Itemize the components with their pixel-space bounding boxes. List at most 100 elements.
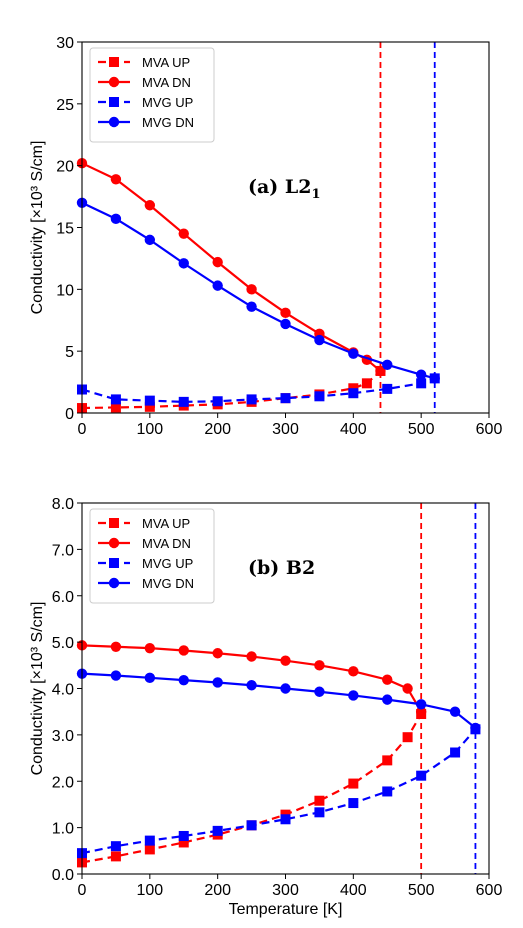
- chart-panel-b: 0 100 200 300 400 500 600 0.0 1.0 2.0 3.0 4.0 5.0 6.0…: [29, 496, 502, 918]
- legend-label: MVA UP: [142, 516, 190, 531]
- x-tick-label: 400: [340, 882, 367, 899]
- data-point: [212, 256, 223, 268]
- data-point: [110, 213, 122, 225]
- data-point: [416, 378, 427, 389]
- data-point: [212, 825, 223, 836]
- data-point: [110, 174, 122, 185]
- legend-marker: [109, 558, 119, 568]
- legend-label: MVG UP: [142, 95, 193, 110]
- data-point: [178, 396, 189, 407]
- data-point: [382, 786, 393, 797]
- legend-marker: [108, 116, 120, 128]
- data-point: [382, 755, 393, 766]
- y-tick-label: 8.0: [52, 496, 74, 513]
- data-point: [314, 334, 325, 346]
- x-tick-label: 600: [476, 882, 503, 899]
- legend-marker: [108, 537, 120, 549]
- data-point: [449, 706, 461, 717]
- x-tick-label: 200: [204, 421, 231, 438]
- data-point: [348, 348, 359, 359]
- x-tick-label: 0: [78, 421, 87, 438]
- data-point: [110, 402, 121, 413]
- data-point: [314, 391, 325, 402]
- panel-label-subscript: 1: [312, 187, 321, 202]
- series-line: [81, 728, 477, 855]
- data-point: [246, 284, 257, 295]
- y-tick-label: 0: [65, 406, 74, 423]
- series-line: [81, 370, 382, 410]
- x-tick-label: 100: [136, 882, 163, 899]
- y-tick-label: 3.0: [52, 728, 74, 745]
- y-tick-label: 2.0: [52, 774, 74, 791]
- legend-label: MVG DN: [142, 115, 194, 130]
- series-line: [81, 672, 477, 729]
- data-point: [178, 830, 189, 841]
- legend: MVA UP MVA DN MVG UP MVG DN: [89, 47, 215, 143]
- data-point: [382, 674, 393, 685]
- series-line: [81, 377, 436, 403]
- data-point: [144, 200, 156, 211]
- series-line: [81, 162, 382, 372]
- chart-panel-a: 0 100 200 300 400 500 600 0 5 10 15 20 25 30 Conductiv…: [29, 35, 502, 438]
- data-point: [110, 841, 121, 852]
- x-tick-label: 300: [272, 421, 299, 438]
- data-point: [280, 655, 291, 666]
- data-point: [361, 378, 372, 389]
- y-tick-label: 0.0: [52, 867, 74, 884]
- x-tick-label: 200: [204, 882, 231, 899]
- legend-marker: [109, 57, 119, 67]
- x-tick-label: 300: [272, 882, 299, 899]
- legend-marker: [109, 97, 119, 107]
- legend-label: MVG UP: [142, 556, 193, 571]
- data-point: [178, 674, 189, 686]
- data-point: [382, 359, 393, 370]
- data-point: [402, 732, 413, 743]
- data-point: [416, 770, 427, 781]
- y-tick-label: 25: [56, 97, 74, 114]
- y-tick-label: 7.0: [52, 542, 74, 559]
- x-tick-label: 100: [136, 421, 163, 438]
- panel-label: (b) B2: [248, 557, 315, 579]
- data-point: [110, 851, 121, 862]
- data-point: [212, 648, 223, 659]
- x-tick-label: 500: [408, 421, 435, 438]
- data-point: [280, 318, 291, 330]
- data-point: [144, 672, 156, 684]
- data-point: [212, 396, 223, 407]
- data-point: [246, 820, 257, 831]
- legend-label: MVG DN: [142, 576, 194, 591]
- legend-box: [89, 47, 215, 143]
- legend-marker: [109, 518, 119, 528]
- data-point: [178, 837, 189, 848]
- data-point: [110, 670, 122, 681]
- legend-label: MVA DN: [142, 75, 191, 90]
- data-point: [110, 641, 122, 652]
- y-tick-label: 5: [65, 344, 74, 361]
- data-point: [178, 228, 189, 239]
- data-point: [144, 844, 155, 855]
- panel-label: (a) L21: [248, 176, 321, 202]
- data-point: [348, 798, 359, 809]
- data-point: [429, 373, 440, 384]
- data-point: [178, 258, 189, 269]
- data-point: [246, 680, 257, 691]
- data-point: [144, 642, 156, 654]
- series-line: [81, 201, 436, 380]
- data-point: [246, 394, 257, 405]
- panel-label-main: (a) L2: [248, 176, 312, 198]
- data-point: [280, 683, 291, 694]
- data-point: [178, 645, 189, 656]
- y-axis-label: Conductivity [×10³ S/cm]: [29, 141, 46, 315]
- data-point: [110, 394, 121, 405]
- data-point: [348, 778, 359, 789]
- data-point: [144, 401, 155, 412]
- data-point: [415, 369, 427, 380]
- data-point: [144, 395, 155, 406]
- data-point: [280, 814, 291, 825]
- legend: MVA UP MVA DN MVG UP MVG DN: [89, 508, 215, 604]
- data-point: [348, 388, 359, 399]
- legend-label: MVA UP: [142, 55, 190, 70]
- y-tick-label: 10: [56, 282, 74, 299]
- legend-box: [89, 508, 215, 604]
- data-point: [402, 683, 413, 694]
